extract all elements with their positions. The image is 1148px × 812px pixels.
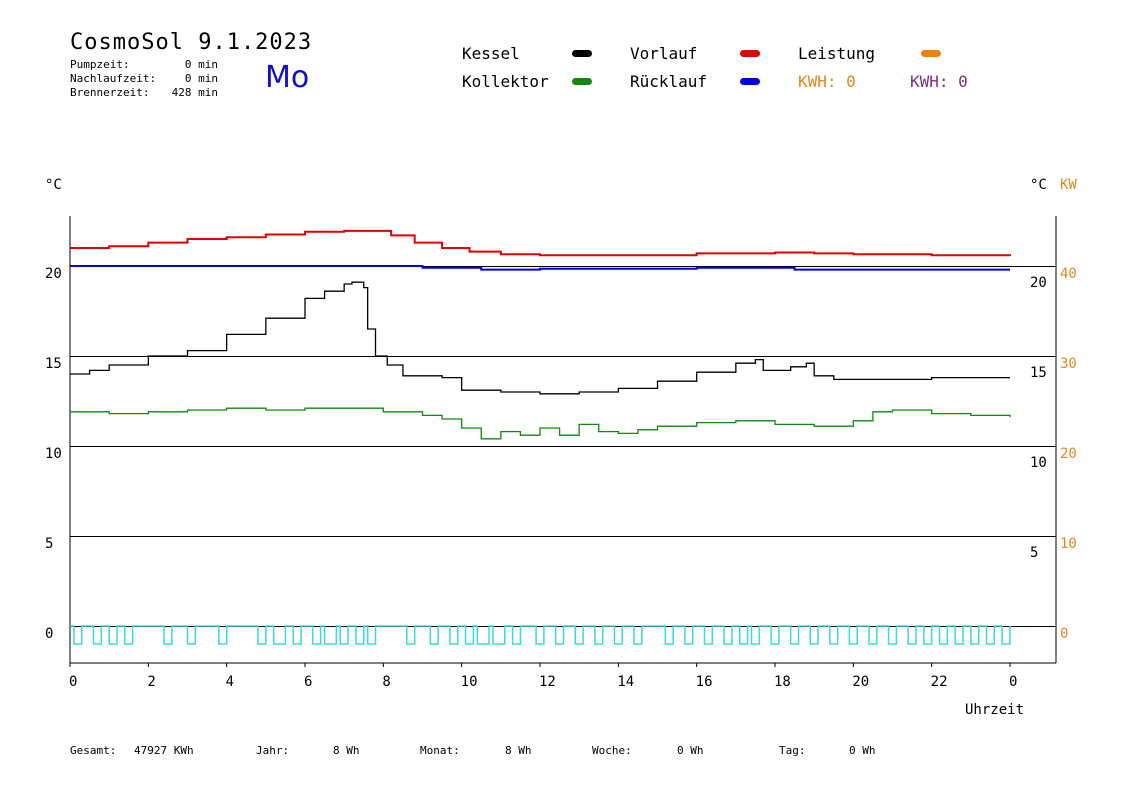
inner-right-tick-label: 5 bbox=[1030, 545, 1039, 561]
left-unit-label: °C bbox=[45, 177, 62, 193]
inner-right-tick-label: 15 bbox=[1030, 365, 1047, 381]
legend-kessel-swatch bbox=[572, 50, 592, 57]
kw-tick-label: 30 bbox=[1060, 356, 1077, 372]
legend-leistung: Leistung bbox=[798, 44, 876, 63]
kw-tick-label: 40 bbox=[1060, 266, 1077, 282]
page-title: CosmoSol 9.1.2023 bbox=[70, 30, 313, 55]
nachlauf-time-label: Nachlaufzeit: bbox=[70, 72, 157, 85]
kw-tick-label: 10 bbox=[1060, 536, 1077, 552]
footer-jahr-label: Jahr: bbox=[256, 744, 290, 757]
left-tick-label: 0 bbox=[45, 626, 54, 642]
legend-ruecklauf: Rücklauf bbox=[630, 72, 708, 91]
legend-ruecklauf-swatch bbox=[740, 78, 760, 85]
footer-jahr-value: 8 Wh bbox=[333, 744, 360, 757]
nachlauf-time-value: 0 min bbox=[184, 72, 218, 85]
x-axis-label: Uhrzeit bbox=[965, 702, 1025, 718]
footer-tag-label: Tag: bbox=[779, 744, 806, 757]
x-tick-label: 20 bbox=[852, 674, 870, 690]
x-tick-label: 16 bbox=[695, 674, 713, 690]
weekday: Mo bbox=[265, 60, 310, 95]
pump-time-label: Pumpzeit: bbox=[70, 58, 130, 71]
pump-series-line bbox=[70, 625, 1011, 645]
kw-tick-label: 0 bbox=[1060, 626, 1069, 642]
footer-woche-label: Woche: bbox=[592, 744, 632, 757]
footer-monat-label: Monat: bbox=[420, 744, 460, 757]
footer-gesamt-label: Gesamt: bbox=[70, 744, 117, 757]
x-tick-label: 0 bbox=[69, 674, 78, 690]
x-tick-label: 14 bbox=[617, 674, 635, 690]
right-unit-kw-label: KW bbox=[1060, 177, 1077, 193]
x-tick-label: 2 bbox=[147, 674, 156, 690]
brenner-time-label: Brennerzeit: bbox=[70, 86, 150, 99]
legend-kollektor-swatch bbox=[572, 78, 592, 85]
legend-vorlauf-swatch bbox=[740, 50, 760, 57]
kw-tick-label: 20 bbox=[1060, 446, 1077, 462]
series-line-vorlauf bbox=[70, 229, 1011, 257]
x-tick-label: 0 bbox=[1009, 674, 1018, 690]
left-tick-label: 10 bbox=[45, 446, 62, 462]
x-tick-label: 22 bbox=[930, 674, 948, 690]
legend-vorlauf: Vorlauf bbox=[630, 44, 698, 63]
series-line-kollektor bbox=[70, 407, 1011, 440]
legend-leistung-swatch bbox=[921, 50, 941, 57]
footer-gesamt-value: 47927 KWh bbox=[134, 744, 194, 757]
right-unit-c-label: °C bbox=[1030, 177, 1047, 193]
legend-kollektor: Kollektor bbox=[462, 72, 549, 91]
x-tick-label: 4 bbox=[225, 674, 235, 690]
x-tick-label: 6 bbox=[304, 674, 313, 690]
legend-kwh-purple: KWH: 0 bbox=[910, 72, 968, 91]
inner-right-tick-label: 20 bbox=[1030, 275, 1047, 291]
footer-monat-value: 8 Wh bbox=[505, 744, 532, 757]
legend-kwh-orange: KWH: 0 bbox=[798, 72, 856, 91]
footer-tag-value: 0 Wh bbox=[849, 744, 876, 757]
left-tick-label: 5 bbox=[45, 536, 54, 552]
left-tick-label: 15 bbox=[45, 356, 62, 372]
x-tick-label: 18 bbox=[774, 674, 791, 690]
inner-right-tick-label: 10 bbox=[1030, 455, 1047, 471]
x-tick-label: 10 bbox=[460, 674, 478, 690]
x-tick-label: 12 bbox=[539, 674, 556, 690]
pump-time-value: 0 min bbox=[184, 58, 218, 71]
footer-woche-value: 0 Wh bbox=[677, 744, 704, 757]
series-line-kessel bbox=[70, 281, 1010, 395]
left-tick-label: 20 bbox=[45, 266, 62, 282]
series-line-ruecklauf bbox=[70, 265, 1010, 271]
legend-kessel: Kessel bbox=[462, 44, 520, 63]
brenner-time-value: 428 min bbox=[171, 86, 218, 99]
x-tick-label: 8 bbox=[382, 674, 391, 690]
